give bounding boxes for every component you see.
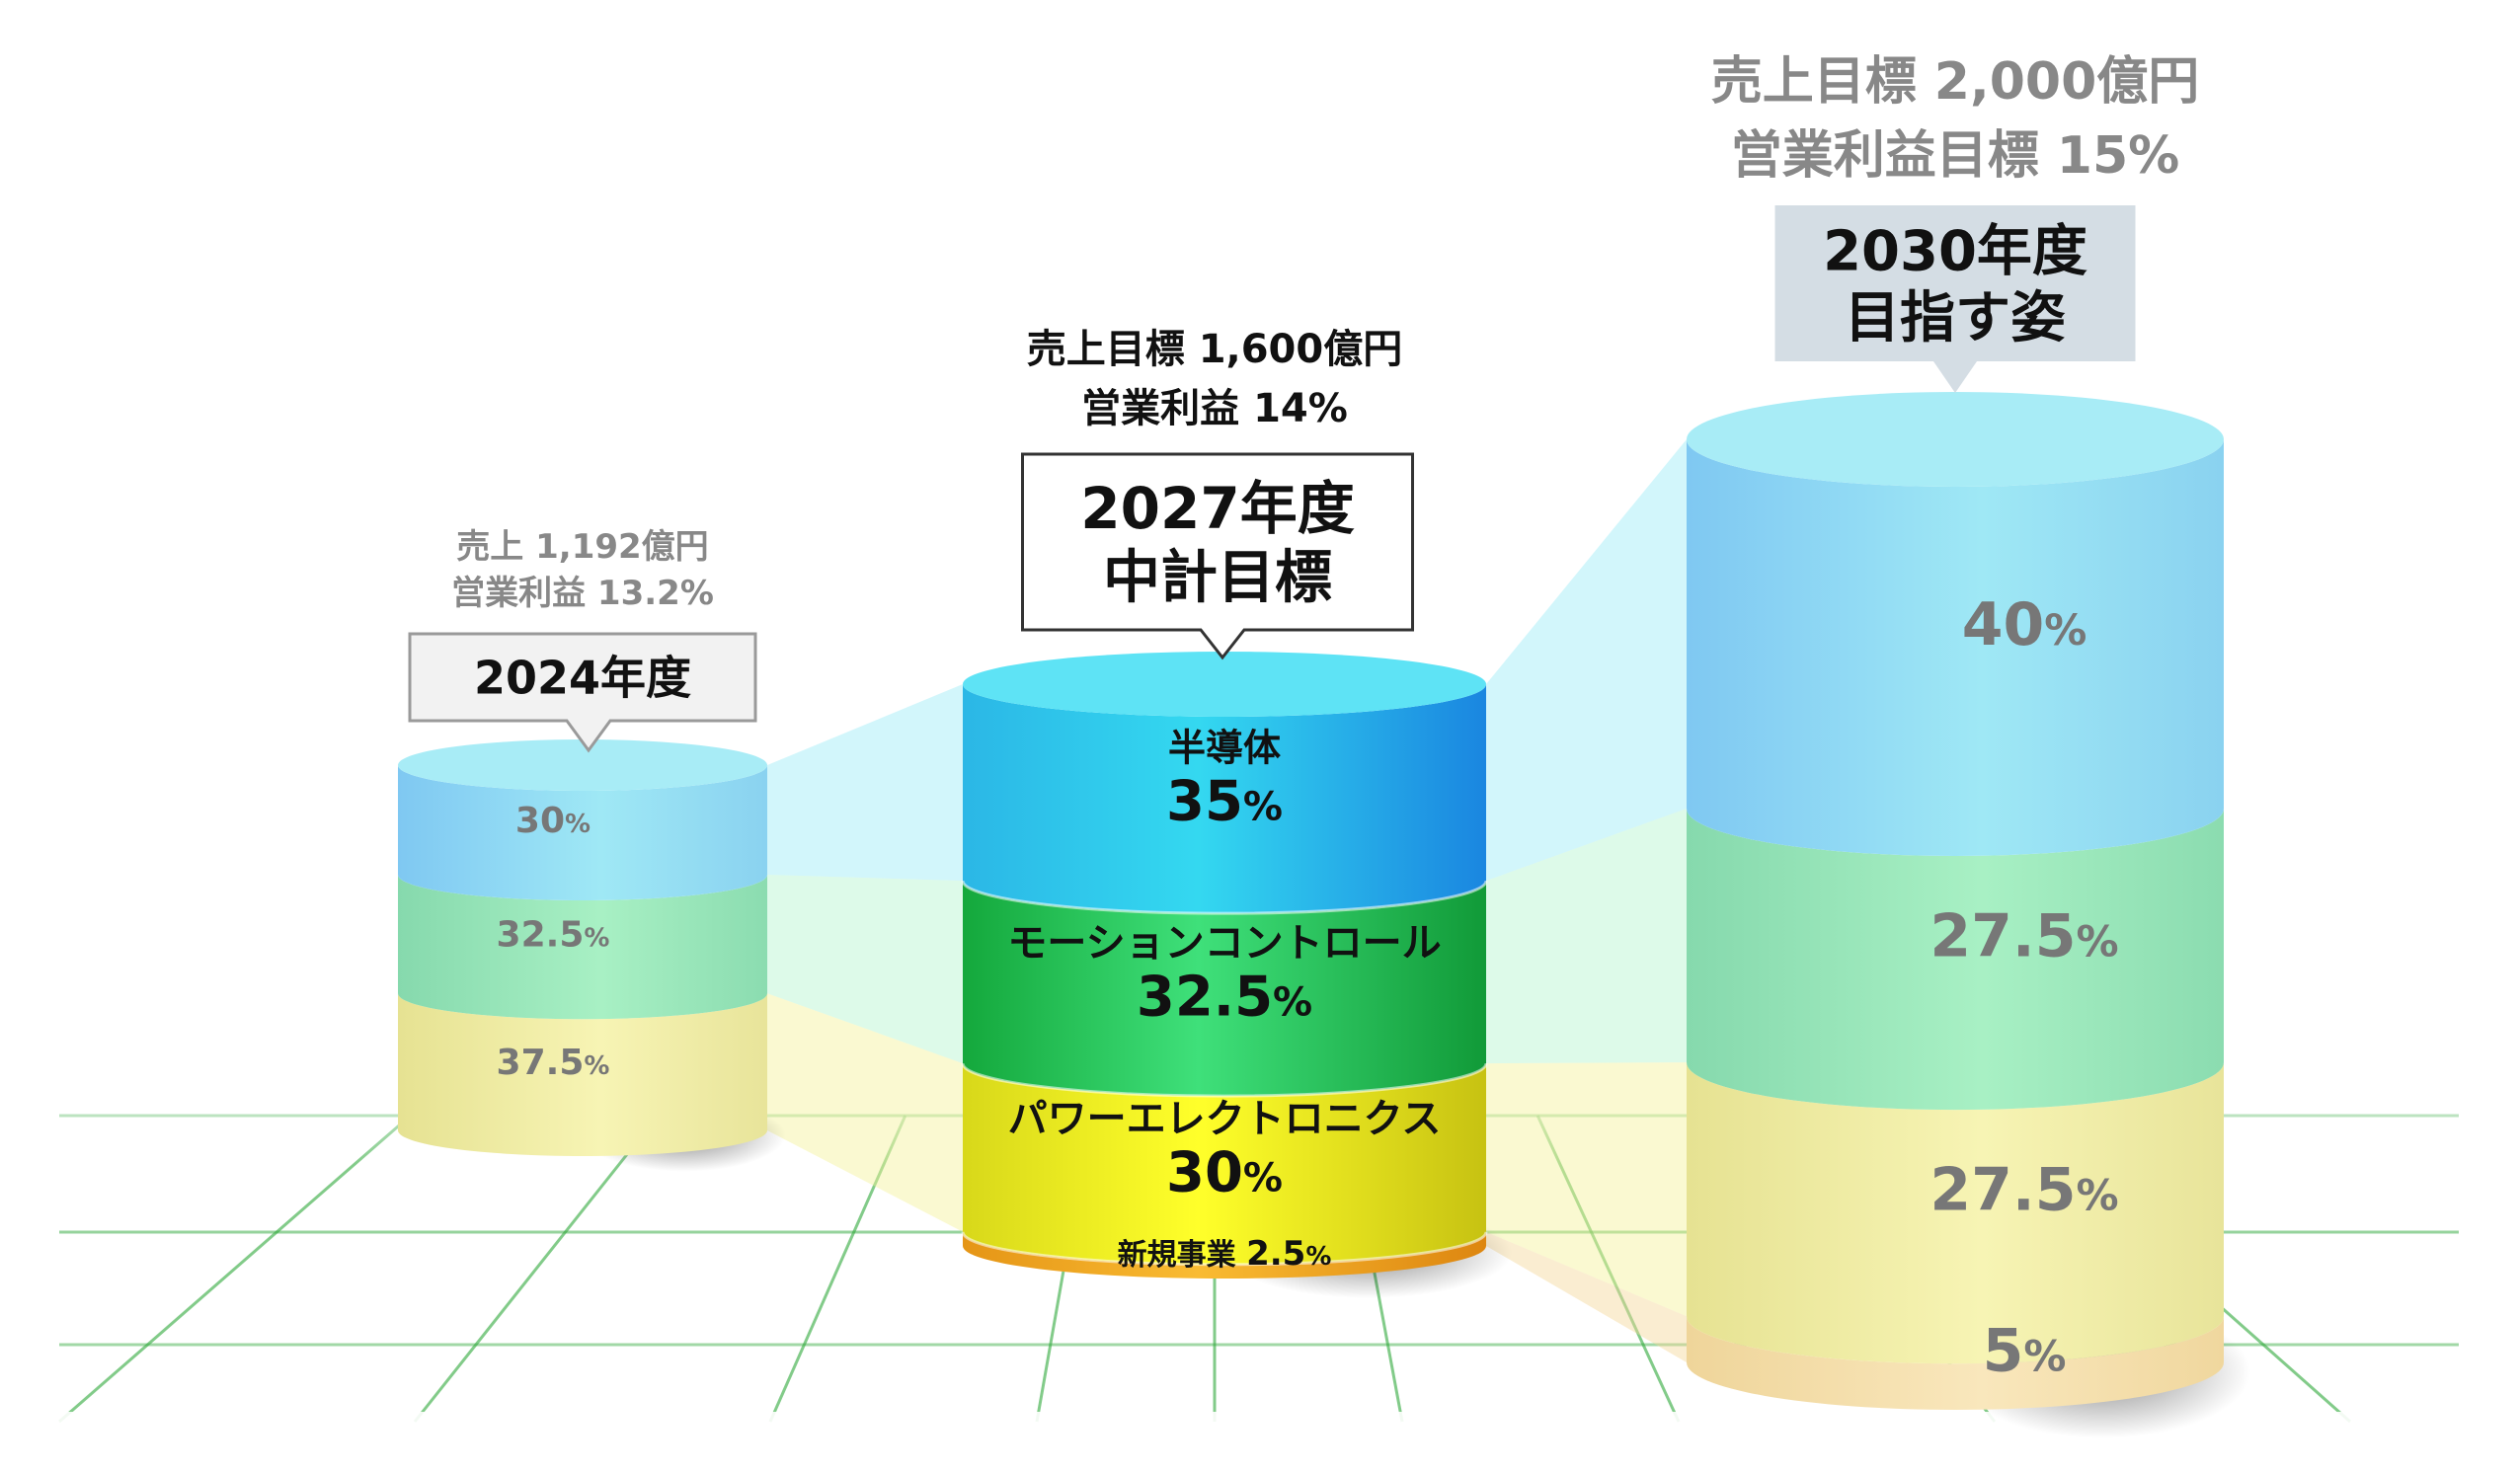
segment-power_electronics <box>1687 1062 2224 1364</box>
connector-band-new_business <box>1486 1231 1687 1362</box>
headline-2027-profit: 営業利益 14% <box>1081 386 1348 431</box>
segment-value-new_business: 5% <box>1983 1317 2067 1386</box>
cylinder-top <box>963 652 1486 717</box>
connector-band-motion_control <box>1486 809 1687 1064</box>
cylinder-top <box>1687 392 2224 487</box>
segment-name-motion_control: モーションコントロール <box>1007 921 1441 967</box>
segment-value-power_electronics: 37.5% <box>497 1043 610 1083</box>
segment-divider <box>961 880 1488 915</box>
segment-value-semiconductor: 40% <box>1962 590 2087 659</box>
grid-line-radial <box>1536 1115 1681 1423</box>
segment-new_business <box>963 1231 1486 1279</box>
headline-2027-sales: 売上目標 1,600億円 <box>1027 327 1402 372</box>
segment-value-motion_control: 27.5% <box>1929 902 2118 971</box>
connector-band-power_electronics <box>1486 1062 1687 1317</box>
segment-name-power_electronics: パワーエレクトロニクス <box>1008 1096 1442 1141</box>
segment-value-semiconductor: 30% <box>515 801 591 841</box>
label-2027-box <box>1021 452 1414 660</box>
segment-label-new_business: 新規事業 2.5% <box>1118 1234 1332 1274</box>
segment-motion_control <box>398 875 767 1020</box>
segment-new_business <box>1687 1316 2224 1410</box>
segment-name-semiconductor: 半導体 <box>1168 727 1281 770</box>
segment-motion_control <box>963 881 1486 1097</box>
segment-semiconductor <box>1687 439 2224 856</box>
segment-value-motion_control: 32.5% <box>497 915 610 956</box>
segment-power_electronics <box>963 1063 1486 1265</box>
segment-power_electronics <box>398 993 767 1156</box>
connector-bands <box>767 439 1687 1362</box>
grid-line-radial <box>58 1114 412 1424</box>
headline-2024-profit: 営業利益 13.2% <box>451 574 714 613</box>
label-2030-box <box>1774 205 2136 393</box>
connector-band-semiconductor <box>1486 439 1687 882</box>
segment-semiconductor <box>398 765 767 900</box>
segment-semiconductor <box>963 684 1486 914</box>
headline-2030-profit: 営業利益目標 15% <box>1731 126 2180 186</box>
cylinder-2030: 5% 27.5% 27.5% 40% <box>1687 392 2251 1438</box>
grid-line-radial <box>413 1115 660 1423</box>
cylinder-2024: 37.5% 32.5% 30% <box>398 739 786 1172</box>
segment-value-semiconductor: 35% <box>1166 770 1283 834</box>
segment-value-motion_control: 32.5% <box>1137 966 1312 1030</box>
headline-2030-sales: 売上目標 2,000億円 <box>1711 52 2200 112</box>
connector-band-motion_control <box>767 875 963 1064</box>
connector-band-semiconductor <box>767 684 963 882</box>
grid-line-radial <box>768 1115 907 1423</box>
label-2024-text: 2024年度 <box>474 652 691 705</box>
segment-motion_control <box>1687 809 2224 1111</box>
label-2024-box <box>408 632 757 753</box>
cylinder-top <box>398 739 767 791</box>
label-2027-text: 2027年度 <box>1080 475 1354 542</box>
label-2030-text: 目指す姿 <box>1845 286 2066 350</box>
connector-band-power_electronics <box>767 993 963 1232</box>
segment-value-power_electronics: 30% <box>1166 1140 1283 1204</box>
segment-divider <box>961 1231 1488 1267</box>
headline-2024-sales: 売上 1,192億円 <box>456 527 708 567</box>
label-2027-text: 中計目標 <box>1103 544 1332 611</box>
segment-divider <box>961 1062 1488 1098</box>
label-2030-text: 2030年度 <box>1823 220 2087 284</box>
segment-value-power_electronics: 27.5% <box>1929 1156 2118 1225</box>
